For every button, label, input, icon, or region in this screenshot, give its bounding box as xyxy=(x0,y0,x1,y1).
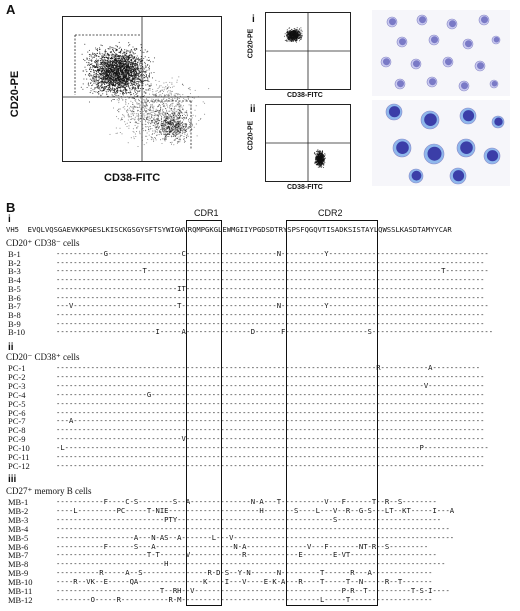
sequence-row-label: B-6 xyxy=(8,292,21,303)
group3-title: CD27⁺ memory B cells xyxy=(6,486,92,496)
sorted-ii-label: ii xyxy=(250,104,256,115)
sorted-ii-xlabel: CD38-FITC xyxy=(287,184,323,191)
sequence-row: ----------------------------------------… xyxy=(56,292,485,302)
sequence-row-label: MB-10 xyxy=(8,577,33,588)
sequence-row-label: B-1 xyxy=(8,249,21,259)
sequence-row-label: B-5 xyxy=(8,283,21,294)
sequence-row: -----------------------------V----------… xyxy=(56,434,485,444)
section-iii-label: iii xyxy=(8,474,17,485)
sequence-row-label: MB-3 xyxy=(8,514,29,525)
sequence-row: -----------------------I-----A----------… xyxy=(56,327,494,337)
sequence-row-label: PC-8 xyxy=(8,425,26,436)
sequence-row-label: PC-2 xyxy=(8,371,26,382)
micrograph-plasma-cells xyxy=(372,100,510,186)
sorted-i-svg xyxy=(266,13,350,89)
sequence-row-label: MB-4 xyxy=(8,523,29,534)
sequence-row-label: MB-1 xyxy=(8,497,29,507)
sequence-row: -----------F----C-S--------S--A---------… xyxy=(56,497,437,506)
sequence-row: ------------------A---N-AS--A-------L---… xyxy=(56,532,455,542)
group1-title: CD20⁺ CD38⁻ cells xyxy=(6,238,80,248)
sequence-row: --------------------T-------------------… xyxy=(56,266,489,276)
sequence-row-label: PC-7 xyxy=(8,416,26,427)
sequence-row-label: B-9 xyxy=(8,318,21,329)
main-plot-xlabel: CD38-FITC xyxy=(104,172,161,184)
sequence-row-label: MB-12 xyxy=(8,594,33,605)
sequence-row-label: MB-6 xyxy=(8,541,29,552)
sequence-row: ----------------------------------------… xyxy=(56,318,485,328)
sequence-row: ----------------------------------------… xyxy=(56,452,485,461)
sequence-row-label: PC-1 xyxy=(8,363,26,373)
sequence-row: ------------------------T--RH--V--------… xyxy=(56,586,450,595)
cdr2-label: CDR2 xyxy=(318,208,343,218)
main-plot-ylabel: CD20-PE xyxy=(9,70,22,118)
sequence-row-label: PC-11 xyxy=(8,452,30,462)
sequence-row: -----------G-----------------C----------… xyxy=(56,249,489,258)
sequence-row-label: MB-5 xyxy=(8,532,29,543)
cdr1-label: CDR1 xyxy=(194,208,219,218)
sequence-row: -------------------------PTY------------… xyxy=(56,514,442,524)
sequence-row: ----------------------------------------… xyxy=(56,407,485,417)
sequence-row-label: B-8 xyxy=(8,309,21,320)
sorted-i-ylabel: CD20-PE xyxy=(247,28,255,59)
sequence-row: ----------------------------------------… xyxy=(56,275,485,285)
panel-b-letter: B xyxy=(6,200,16,215)
sorted-i-label: i xyxy=(252,14,255,25)
sequence-row: ----R--VK--E-----QA---------------K----I… xyxy=(56,577,433,587)
sequence-row-label: MB-11 xyxy=(8,586,33,596)
sequence-row-label: PC-4 xyxy=(8,389,26,400)
main-scatter-svg xyxy=(63,17,221,161)
cdr1-box xyxy=(186,220,222,606)
sequence-row-label: PC-10 xyxy=(8,443,30,454)
sequence-row: ---------------------T-T------V---------… xyxy=(56,550,437,560)
reference-sequence: VH5 EVQLVQSGAEVKKPGESLKISCKGSGYSFTSYWIGW… xyxy=(6,225,452,234)
sequence-row: ----------R-----A--S---------------R-D-S… xyxy=(56,568,433,578)
cdr2-box xyxy=(286,220,378,606)
sequence-row-label: B-10 xyxy=(8,327,25,338)
sequence-row: ----L---------PC-----T-NIE--------------… xyxy=(56,505,455,515)
sequence-row: ----------------------------------------… xyxy=(56,363,481,372)
micrograph-b-cells xyxy=(372,10,510,96)
sequence-row: -----------F------S---A-----------------… xyxy=(56,541,429,551)
sequence-row: ----------------------------IT----------… xyxy=(56,283,485,293)
sequence-row: ----------------------------------------… xyxy=(56,380,485,390)
section-ii-label: ii xyxy=(8,342,14,353)
sequence-row: ----------------------------------------… xyxy=(56,309,485,319)
sequence-row-label: PC-12 xyxy=(8,460,30,471)
sequence-row: ----------------------------------------… xyxy=(56,460,485,470)
sorted-ii-plot xyxy=(265,104,351,182)
sequence-row-label: PC-5 xyxy=(8,398,26,409)
sequence-row: ----------------------------------------… xyxy=(56,398,485,408)
sequence-row-label: PC-9 xyxy=(8,434,26,445)
sorted-i-plot xyxy=(265,12,351,90)
sequence-row: --------O-----R-----------R-M-----------… xyxy=(56,594,433,604)
sequence-row-label: PC-3 xyxy=(8,380,26,391)
sequence-row: ----------------------------------------… xyxy=(56,425,485,435)
sequence-row: ----------------------------------------… xyxy=(56,371,485,381)
sequence-row: ----------------------------------------… xyxy=(56,257,485,267)
sequence-row-label: B-7 xyxy=(8,301,21,312)
panel-a-letter: A xyxy=(6,2,16,17)
main-scatter-plot xyxy=(62,16,222,162)
sequence-row-label: B-4 xyxy=(8,275,21,286)
group2-title: CD20⁻ CD38⁺ cells xyxy=(6,352,80,362)
sequence-row: ----------------------------------------… xyxy=(56,523,450,533)
sorted-ii-svg xyxy=(266,105,350,181)
sequence-row-label: PC-6 xyxy=(8,407,26,418)
sequence-row: ---A------------------------------------… xyxy=(56,416,485,426)
sequence-row-label: MB-7 xyxy=(8,550,29,561)
sequence-row: -L--------------------------------------… xyxy=(56,443,489,453)
sorted-i-xlabel: CD38-FITC xyxy=(287,92,323,99)
sequence-row: ---V------------------------T-----------… xyxy=(56,301,489,311)
sequence-row-label: B-3 xyxy=(8,266,21,277)
sequence-row-label: MB-2 xyxy=(8,505,29,516)
sequence-row: -------------------------H--------------… xyxy=(56,559,446,569)
sequence-row-label: MB-8 xyxy=(8,559,29,570)
section-i-label: i xyxy=(8,214,11,225)
sequence-row: ---------------------G------------------… xyxy=(56,389,485,399)
sequence-row-label: MB-9 xyxy=(8,568,29,579)
sequence-row-label: B-2 xyxy=(8,257,21,268)
sorted-ii-ylabel: CD20-PE xyxy=(247,120,255,151)
